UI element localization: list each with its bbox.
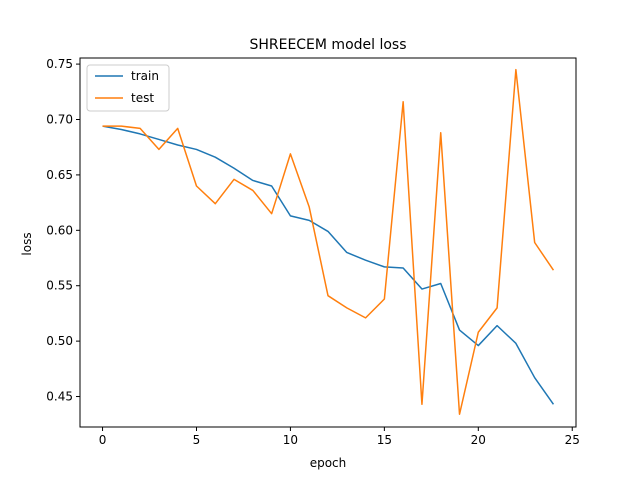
series-line-train — [102, 125, 555, 405]
x-tick-label: 25 — [565, 433, 580, 447]
y-tick-label: 0.55 — [46, 279, 73, 293]
series-line-test — [102, 68, 555, 416]
x-tick-label: 10 — [283, 433, 298, 447]
y-tick-label: 0.75 — [46, 57, 73, 71]
y-axis-label: loss — [20, 232, 34, 255]
x-axis: 0 5 10 15 20 25 — [99, 427, 580, 447]
y-tick-label: 0.45 — [46, 390, 73, 404]
y-axis: 0.45 0.50 0.55 0.60 0.65 0.70 0.75 — [46, 57, 80, 404]
legend-label-train: train — [131, 69, 159, 83]
legend-label-test: test — [131, 91, 154, 105]
x-tick-label: 15 — [377, 433, 392, 447]
plot-frame — [79, 57, 577, 428]
y-tick-label: 0.60 — [46, 223, 73, 237]
x-tick-label: 20 — [471, 433, 486, 447]
x-axis-label: epoch — [310, 456, 347, 470]
legend: train test — [86, 64, 170, 112]
chart-title: SHREECEM model loss — [249, 37, 406, 53]
x-tick-label: 0 — [99, 433, 107, 447]
y-tick-label: 0.65 — [46, 168, 73, 182]
x-tick-label: 5 — [193, 433, 201, 447]
plot-area — [102, 68, 555, 416]
y-tick-label: 0.50 — [46, 334, 73, 348]
y-tick-label: 0.70 — [46, 113, 73, 127]
